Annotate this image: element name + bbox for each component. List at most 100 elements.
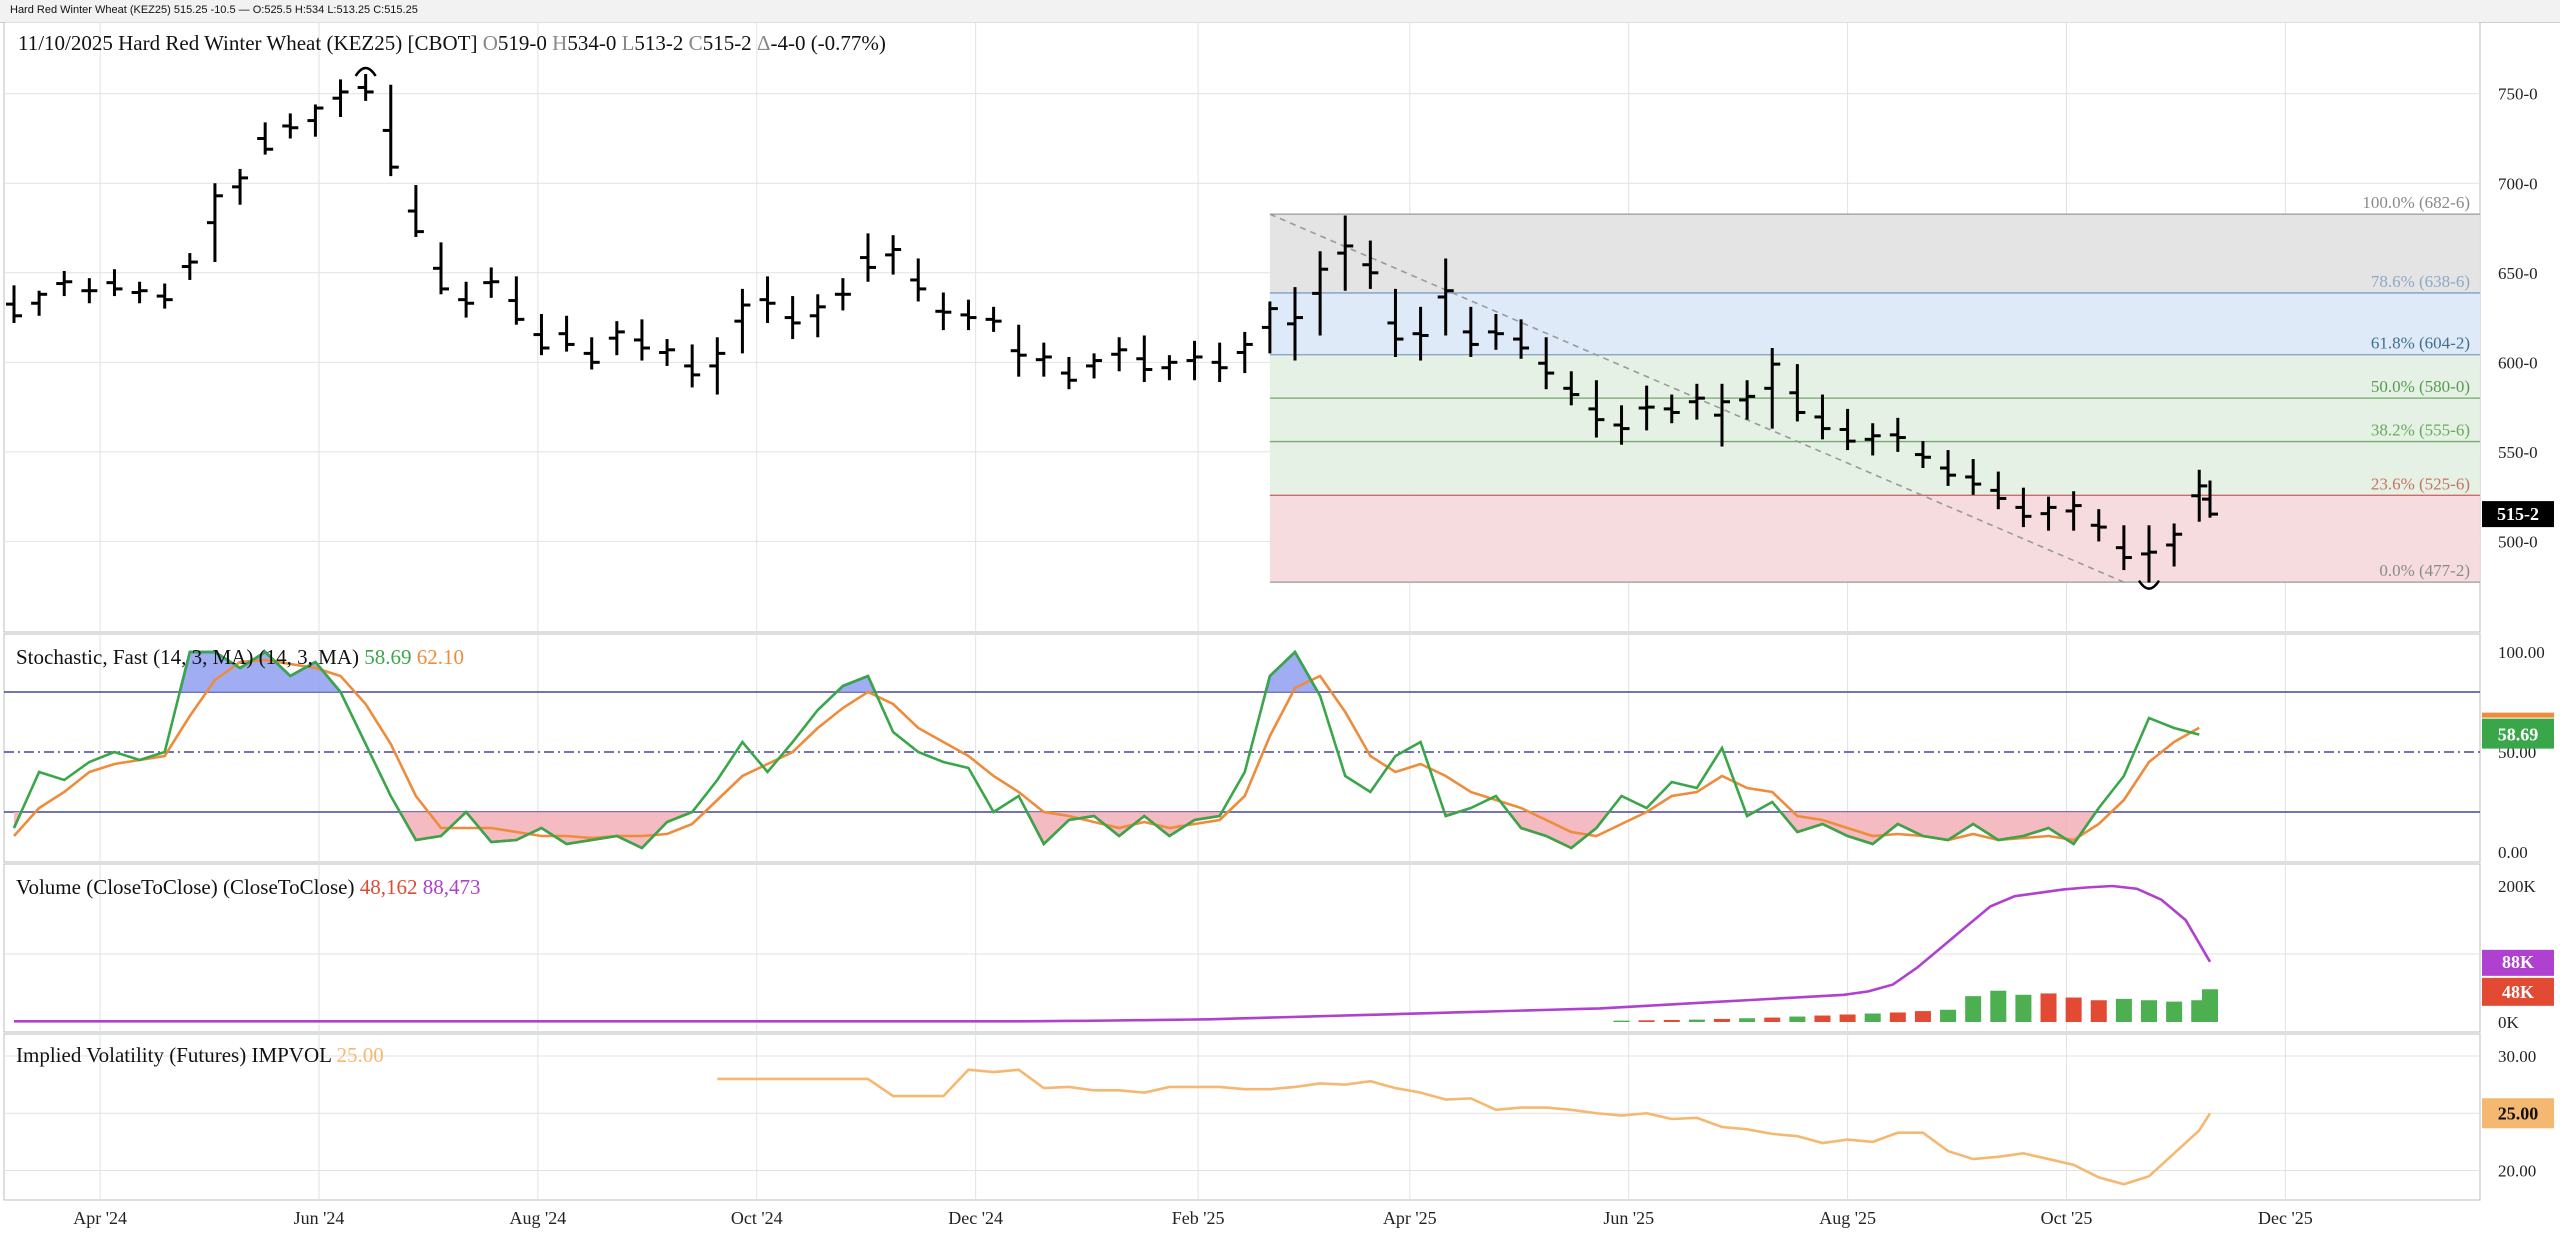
ohlc-bar[interactable] — [1236, 331, 1253, 374]
ohlc-bar[interactable] — [1362, 240, 1379, 289]
ohlc-bar[interactable] — [1688, 383, 1705, 420]
ohlc-bar[interactable] — [1487, 313, 1504, 350]
ohlc-bar[interactable] — [558, 315, 575, 352]
ohlc-bar[interactable] — [734, 288, 751, 354]
ohlc-bar[interactable] — [1035, 342, 1052, 377]
ohlc-bar[interactable] — [834, 278, 851, 311]
ohlc-bar[interactable] — [1940, 450, 1957, 486]
ohlc-bar[interactable] — [1312, 251, 1329, 336]
ohlc-bar[interactable] — [784, 296, 801, 340]
ohlc-bar[interactable] — [1814, 394, 1831, 440]
ohlc-bar[interactable] — [1563, 371, 1580, 406]
ohlc-bar[interactable] — [56, 271, 73, 297]
ohlc-bar[interactable] — [282, 113, 299, 139]
ohlc-bar[interactable] — [2202, 480, 2218, 518]
ohlc-bar[interactable] — [31, 290, 48, 316]
ohlc-bar[interactable] — [1161, 355, 1178, 381]
ohlc-bar[interactable] — [860, 233, 876, 282]
ohlc-bar[interactable] — [659, 339, 676, 366]
ohlc-bar[interactable] — [2015, 487, 2032, 528]
ohlc-bar[interactable] — [508, 276, 525, 325]
ohlc-bar[interactable] — [2115, 525, 2132, 571]
ohlc-bar[interactable] — [1337, 215, 1354, 291]
ohlc-bar[interactable] — [633, 319, 650, 361]
ohlc-bar[interactable] — [181, 253, 198, 280]
ohlc-bar[interactable] — [684, 344, 701, 388]
ohlc-bar[interactable] — [1889, 417, 1906, 452]
ohlc-bar[interactable] — [131, 281, 148, 304]
ohlc-bar[interactable] — [1789, 364, 1806, 422]
ohlc-bar[interactable] — [809, 294, 826, 338]
ohlc-bar[interactable] — [458, 281, 475, 318]
ohlc-bar[interactable] — [2191, 469, 2208, 522]
ohlc-bar[interactable] — [1764, 348, 1781, 429]
ohlc-bar[interactable] — [2166, 523, 2183, 567]
volume-panel[interactable]: 0K 200K 88K 48K Volume (CloseToClose) (Close… — [3, 863, 2554, 1033]
fib-level-label: 38.2% (555-6) — [2371, 421, 2470, 440]
ohlc-bar[interactable] — [382, 84, 399, 177]
price-tick-label: 600-0 — [2498, 353, 2538, 372]
ohlc-bar[interactable] — [1638, 385, 1655, 431]
ohlc-bar[interactable] — [1010, 324, 1027, 377]
ohlc-bar[interactable] — [1613, 405, 1630, 445]
ohlc-bar[interactable] — [759, 276, 776, 323]
ohlc-bar[interactable] — [1513, 319, 1530, 359]
fib-level-label: 0.0% (477-2) — [2379, 561, 2470, 580]
ohlc-bar[interactable] — [357, 74, 374, 101]
ohlc-bar[interactable] — [232, 168, 249, 205]
ohlc-bar[interactable] — [1287, 287, 1303, 361]
ohlc-bar[interactable] — [156, 283, 173, 309]
time-axis-label: Apr '24 — [73, 1208, 127, 1228]
ohlc-bar[interactable] — [910, 258, 927, 302]
ohlc-bar[interactable] — [483, 267, 500, 298]
ohlc-bar[interactable] — [1538, 337, 1555, 390]
ohlc-bar[interactable] — [885, 235, 902, 275]
ohlc-bar[interactable] — [1136, 335, 1153, 383]
last-price-label: 515-2 — [2497, 504, 2539, 524]
ohlc-bar[interactable] — [257, 122, 274, 155]
ohlc-bar[interactable] — [1412, 306, 1429, 361]
ohlc-bar[interactable] — [6, 285, 22, 323]
ohlc-bar[interactable] — [1060, 356, 1077, 390]
ohlc-bar[interactable] — [608, 321, 625, 356]
ohlc-bar[interactable] — [1261, 301, 1278, 354]
ohlc-bar[interactable] — [1739, 380, 1756, 420]
ohlc-bar[interactable] — [407, 185, 424, 237]
ohlc-bar[interactable] — [206, 183, 223, 263]
ohlc-bar[interactable] — [533, 313, 550, 356]
ohlc-bar[interactable] — [709, 337, 726, 395]
ohlc-bar[interactable] — [1437, 258, 1454, 336]
ohlc-bar[interactable] — [1111, 337, 1128, 372]
ohlc-bar[interactable] — [935, 292, 952, 331]
ohlc-bar[interactable] — [1864, 423, 1881, 456]
ohlc-bar[interactable] — [1663, 394, 1680, 424]
ohlc-bar[interactable] — [583, 337, 600, 370]
price-panel[interactable]: 500-0 550-0 600-0 650-0 700-0 750-0 100.0% (68… — [3, 22, 2554, 633]
volume-bar — [2065, 997, 2082, 1022]
ohlc-bar[interactable] — [1186, 340, 1203, 381]
ohlc-bar[interactable] — [106, 269, 123, 297]
ohlc-bar[interactable] — [1086, 353, 1103, 379]
ohlc-bar[interactable] — [433, 242, 449, 295]
ohlc-bar[interactable] — [2065, 491, 2082, 531]
ohlc-bar[interactable] — [1387, 288, 1404, 357]
ohlc-bar[interactable] — [1965, 459, 1982, 495]
ohlc-bar[interactable] — [1714, 383, 1730, 447]
ohlc-bar[interactable] — [1211, 342, 1228, 383]
ohlc-bar[interactable] — [2090, 509, 2107, 542]
ohlc-bar[interactable] — [1990, 471, 2007, 510]
futures-chart[interactable]: 500-0 550-0 600-0 650-0 700-0 750-0 100.0% (68… — [0, 22, 2560, 1244]
ohlc-bar[interactable] — [1914, 441, 1931, 468]
ohlc-bar[interactable] — [1588, 380, 1605, 438]
ohlc-bar[interactable] — [960, 299, 977, 331]
ohlc-bar[interactable] — [81, 278, 98, 304]
ohlc-bar[interactable] — [2040, 496, 2057, 531]
ohlc-bar[interactable] — [985, 306, 1002, 332]
ohlc-bar[interactable] — [1462, 306, 1479, 357]
ohlc-bar[interactable] — [307, 104, 324, 137]
ohlc-bar[interactable] — [332, 79, 349, 118]
ohlc-bar[interactable] — [1839, 408, 1856, 451]
ohlc-bar[interactable] — [2141, 525, 2157, 583]
